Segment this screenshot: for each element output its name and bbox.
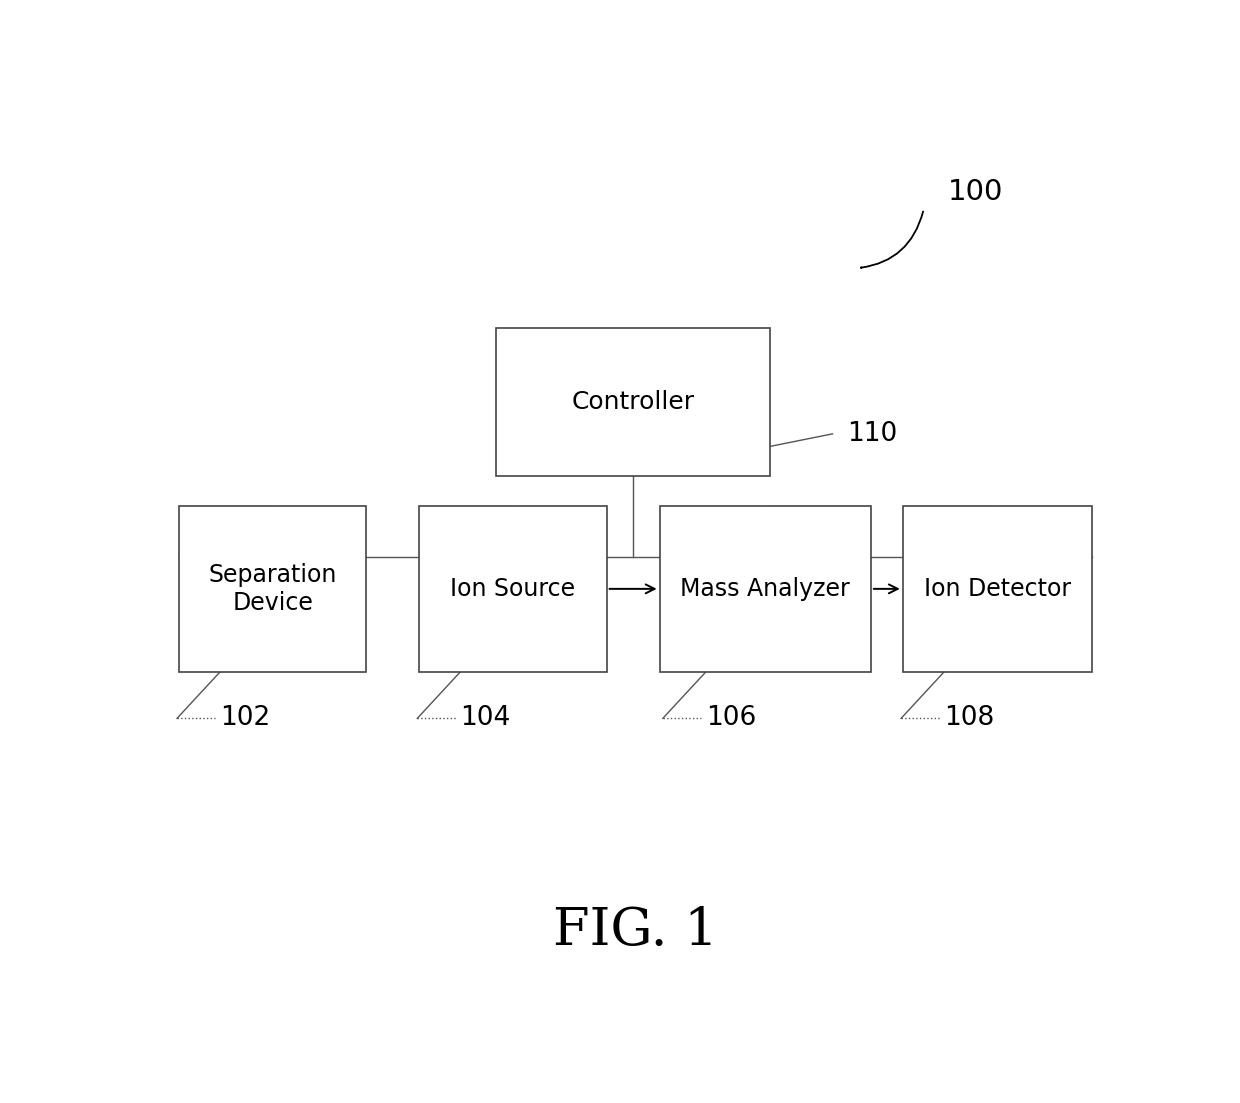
Bar <box>660 506 870 672</box>
Text: 106: 106 <box>706 706 756 731</box>
Text: 104: 104 <box>460 706 511 731</box>
Text: 100: 100 <box>947 178 1003 206</box>
Bar <box>419 506 606 672</box>
Text: Controller: Controller <box>572 390 694 414</box>
Text: Ion Detector: Ion Detector <box>924 577 1071 601</box>
Text: Ion Source: Ion Source <box>450 577 575 601</box>
Text: 110: 110 <box>847 421 898 447</box>
Text: FIG. 1: FIG. 1 <box>553 906 718 956</box>
Text: Separation
Device: Separation Device <box>208 563 337 614</box>
Text: 102: 102 <box>221 706 270 731</box>
Bar <box>179 506 367 672</box>
Text: 108: 108 <box>945 706 994 731</box>
Text: Mass Analyzer: Mass Analyzer <box>681 577 851 601</box>
Bar <box>903 506 1092 672</box>
Bar <box>496 328 770 476</box>
FancyArrowPatch shape <box>861 212 923 268</box>
